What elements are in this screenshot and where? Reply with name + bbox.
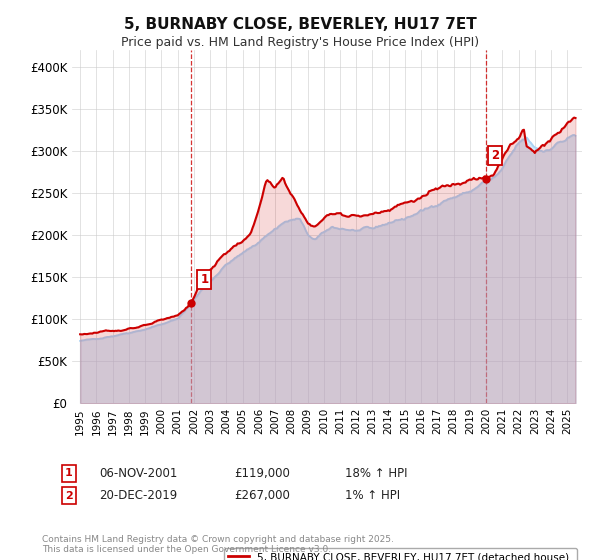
Text: Contains HM Land Registry data © Crown copyright and database right 2025.
This d: Contains HM Land Registry data © Crown c… [42, 535, 394, 554]
Text: £119,000: £119,000 [234, 466, 290, 480]
Text: 1: 1 [65, 468, 73, 478]
Text: 1% ↑ HPI: 1% ↑ HPI [345, 489, 400, 502]
Text: 2: 2 [491, 149, 499, 162]
Text: 18% ↑ HPI: 18% ↑ HPI [345, 466, 407, 480]
Text: Price paid vs. HM Land Registry's House Price Index (HPI): Price paid vs. HM Land Registry's House … [121, 36, 479, 49]
Text: 2: 2 [65, 491, 73, 501]
Text: £267,000: £267,000 [234, 489, 290, 502]
Text: 20-DEC-2019: 20-DEC-2019 [99, 489, 177, 502]
Text: 06-NOV-2001: 06-NOV-2001 [99, 466, 178, 480]
Text: 5, BURNABY CLOSE, BEVERLEY, HU17 7ET: 5, BURNABY CLOSE, BEVERLEY, HU17 7ET [124, 17, 476, 32]
Legend: 5, BURNABY CLOSE, BEVERLEY, HU17 7ET (detached house), HPI: Average price, detac: 5, BURNABY CLOSE, BEVERLEY, HU17 7ET (de… [224, 548, 577, 560]
Text: 1: 1 [200, 273, 208, 286]
